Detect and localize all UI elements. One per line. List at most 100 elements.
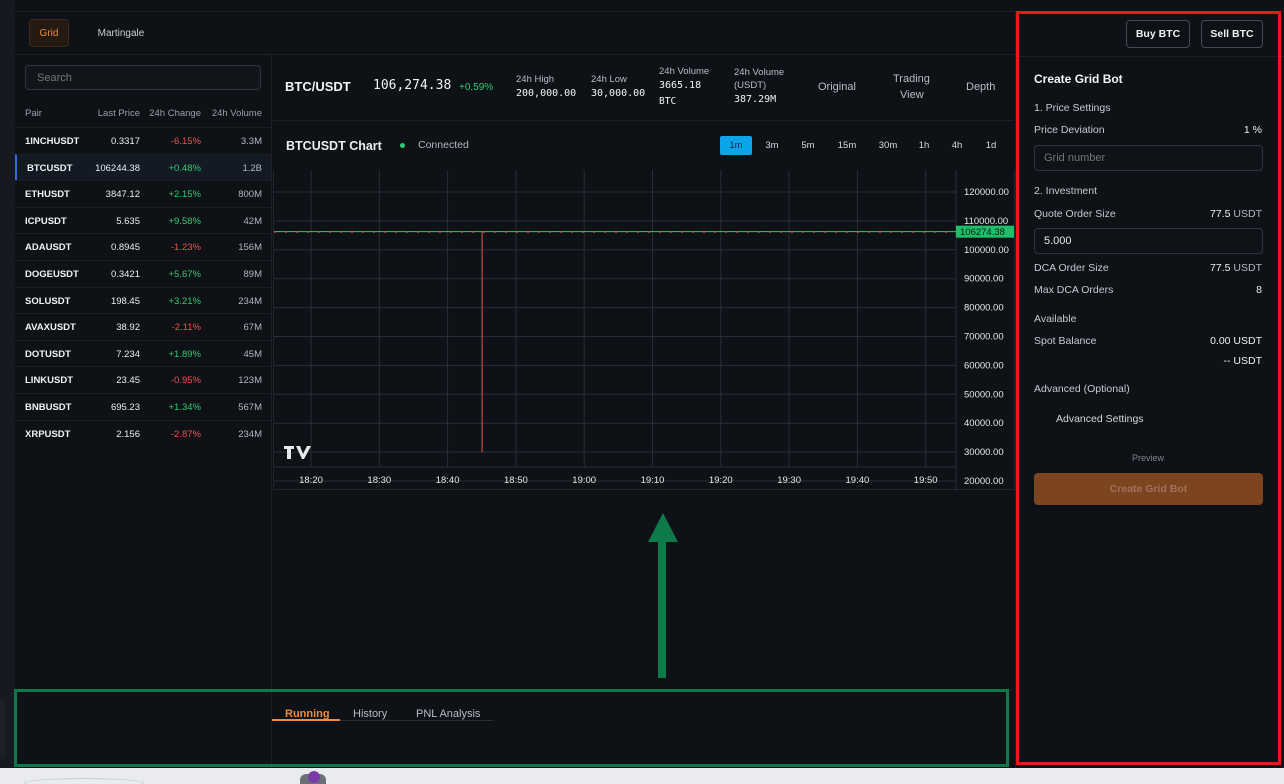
tf-15m[interactable]: 15m [837, 140, 857, 151]
pair-24h-volume: 123M [238, 375, 262, 387]
pair-last-price: 0.3317 [110, 136, 140, 147]
connection-status: Connected [418, 139, 469, 151]
pair-row[interactable]: BNBUSDT 695.23 +1.34% 567M [15, 393, 271, 420]
top-strip [15, 0, 1284, 12]
tf-4h[interactable]: 4h [951, 140, 963, 151]
ticker-price: 106,274.38 [373, 78, 452, 93]
x-tick-label: 18:40 [436, 475, 460, 486]
pair-symbol: SOLUSDT [25, 295, 71, 307]
pair-24h-change: +1.89% [168, 348, 202, 360]
pair-row[interactable]: AVAXUSDT 38.92 -2.11% 67M [15, 313, 271, 340]
tradingview-logo-icon-v [296, 446, 311, 459]
preview-label: Preview [1131, 453, 1164, 463]
pair-24h-volume: 234M [238, 295, 262, 307]
view-depth[interactable]: Depth [966, 81, 996, 93]
x-tick-label: 19:40 [846, 475, 870, 486]
pair-24h-volume: 3.3M [240, 136, 262, 147]
pair-row[interactable]: ETHUSDT 3847.12 +2.15% 800M [15, 180, 271, 207]
y-tick-label: 50000.00 [964, 389, 1004, 400]
col-last-price: Last Price [97, 108, 140, 119]
pair-row[interactable]: DOGEUSDT 0.3421 +5.67% 89M [15, 260, 271, 287]
pair-row[interactable]: BTCUSDT 106244.38 +0.48% 1.2B [15, 153, 271, 181]
x-tick-label: 19:30 [777, 475, 801, 486]
tf-1m[interactable]: 1m [720, 136, 752, 155]
quote-order-size-input[interactable] [1034, 228, 1263, 254]
quote-order-size-number: 77.5 [1210, 208, 1231, 220]
pair-24h-volume: 42M [243, 215, 262, 227]
y-tick-label: 60000.00 [964, 360, 1004, 371]
tf-3m[interactable]: 3m [765, 140, 779, 151]
ticker-volusdt-label: 24h Volume [734, 67, 785, 78]
pair-row[interactable]: SOLUSDT 198.45 +3.21% 234M [15, 286, 271, 314]
tab-grid[interactable]: Grid [29, 19, 69, 47]
y-tick-label: 70000.00 [964, 332, 1004, 343]
pair-24h-change: +9.58% [168, 215, 202, 227]
highlight-red-box [1016, 11, 1281, 765]
sell-btc-button[interactable]: Sell BTC [1201, 20, 1263, 48]
bot-orders-panel [15, 690, 1013, 769]
investment-heading: 2. Investment [1034, 185, 1098, 197]
search-input[interactable] [25, 65, 261, 90]
pair-symbol: XRPUSDT [25, 428, 71, 440]
tab-running[interactable]: Running [285, 708, 330, 720]
grid-number-input[interactable] [1034, 145, 1263, 171]
pair-row[interactable]: ICPUSDT 5.635 +9.58% 42M [15, 206, 271, 234]
dca-order-size-unit: USDT [1233, 262, 1262, 274]
col-pair: Pair [25, 108, 42, 119]
ticker-bar: BTC/USDT 106,274.38 +0.59% 24h High 200,… [273, 55, 1013, 121]
pair-row[interactable]: 1INCHUSDT 0.3317 -6.15% 3.3M [15, 127, 271, 154]
advanced-settings-toggle[interactable]: Advanced Settings [1056, 413, 1144, 425]
pair-row[interactable]: LINKUSDT 23.45 -0.95% 123M [15, 366, 271, 393]
col-24h-change: 24h Change [149, 108, 201, 119]
pair-last-price: 0.8945 [110, 242, 140, 254]
pair-symbol: DOTUSDT [25, 348, 71, 360]
y-tick-label: 110000.00 [964, 216, 1008, 227]
ticker-high-label: 24h High [516, 74, 555, 85]
pair-24h-volume: 89M [243, 269, 262, 280]
pair-row[interactable]: XRPUSDT 2.156 -2.87% 234M [15, 419, 271, 447]
view-original[interactable]: Original [818, 81, 856, 93]
pair-symbol: BTCUSDT [27, 162, 73, 174]
taskbar-app-icon[interactable] [308, 771, 320, 783]
create-grid-bot-button[interactable]: Create Grid Bot [1034, 473, 1263, 505]
ticker-high: 200,000.00 [516, 88, 577, 99]
price-chart-svg: 120000.00 110000.00 100000.00 90000.00 80000… [274, 170, 1014, 490]
last-price-label: 106274.38 [960, 227, 1005, 238]
tab-history[interactable]: History [353, 708, 388, 720]
tab-bar-line [340, 720, 493, 721]
available-label: Available [1034, 313, 1077, 325]
tf-5m[interactable]: 5m [801, 140, 815, 151]
pair-24h-change: -1.23% [170, 242, 201, 254]
pair-last-price: 198.45 [110, 295, 140, 307]
pair-24h-change: +3.21% [168, 295, 202, 307]
ticker-low-label: 24h Low [591, 74, 627, 85]
last-price-tag [956, 225, 1014, 238]
y-tick-label: 30000.00 [964, 447, 1004, 458]
ticker-volume-label: 24h Volume [659, 66, 710, 77]
tab-pnl-analysis[interactable]: PNL Analysis [416, 708, 481, 720]
connection-status-icon [400, 143, 405, 148]
pair-row[interactable]: ADAUSDT 0.8945 -1.23% 156M [15, 233, 271, 260]
pair-last-price: 695.23 [110, 402, 140, 413]
os-taskbar [0, 768, 1284, 784]
tf-1h[interactable]: 1h [918, 140, 930, 151]
view-tradingview[interactable]: Trading [893, 73, 930, 86]
pair-24h-change: -2.87% [170, 428, 201, 440]
buy-btc-button[interactable]: Buy BTC [1126, 20, 1190, 48]
tf-30m[interactable]: 30m [878, 140, 898, 151]
price-chart[interactable]: 120000.00 110000.00 100000.00 90000.00 80000… [273, 170, 1015, 490]
tab-martingale[interactable]: Martingale [97, 27, 145, 39]
quote-order-size-unit: USDT [1233, 208, 1262, 220]
edge-notch [0, 700, 6, 758]
spot-balance-value: 0.00 USDT [1210, 335, 1262, 347]
x-tick-label: 19:00 [572, 475, 596, 486]
tf-1d[interactable]: 1d [985, 140, 997, 151]
x-tick-label: 18:50 [504, 475, 528, 486]
y-tick-label: 80000.00 [964, 303, 1004, 314]
pair-row[interactable]: DOTUSDT 7.234 +1.89% 45M [15, 339, 271, 367]
pair-24h-change: -6.15% [170, 136, 201, 147]
pair-24h-change: +1.34% [168, 402, 202, 413]
tradingview-logo-icon [284, 446, 294, 459]
pair-24h-change: -0.95% [170, 375, 201, 387]
pair-table-header: Pair Last Price 24h Change 24h Volume [15, 101, 271, 126]
